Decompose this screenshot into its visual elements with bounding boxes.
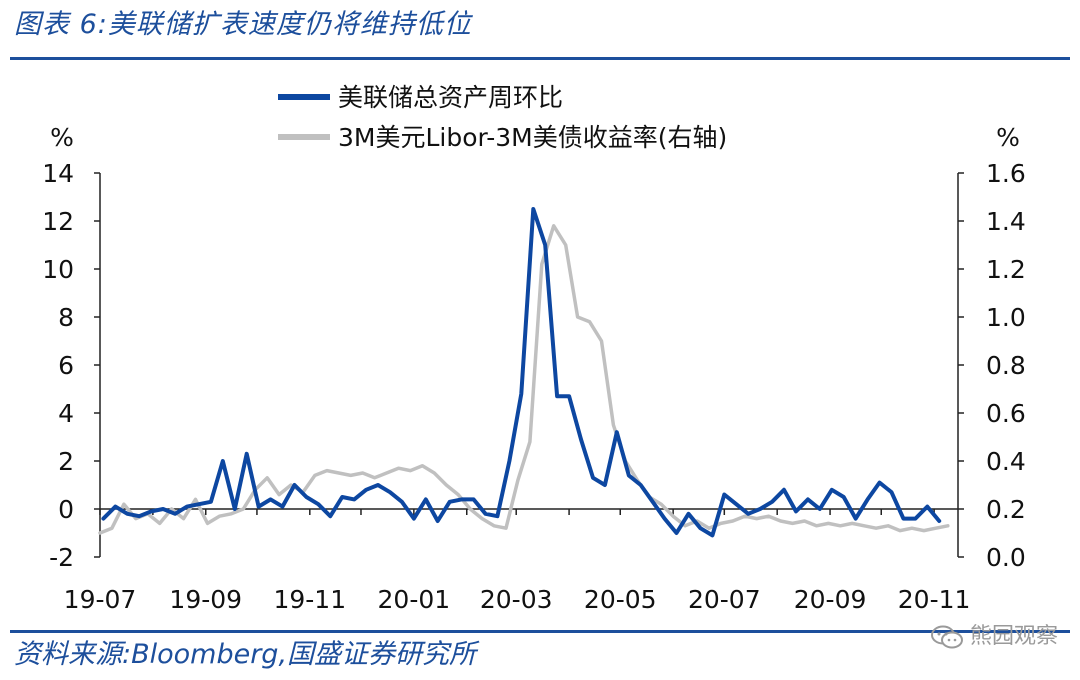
right-tick-label: 1.4 [986,207,1026,236]
chart-legend: 美联储总资产周环比 3M美元Libor-3M美债收益率(右轴) [278,83,727,152]
left-tick-label: 4 [58,399,74,428]
right-tick-label: 0.8 [986,351,1026,380]
chart-lines [98,207,950,538]
right-tick-label: 1.0 [986,303,1026,332]
left-tick-label: 6 [58,351,74,380]
x-tick-label: 19-07 [64,585,137,614]
x-tick-label: 20-09 [794,585,867,614]
x-tick-label: 20-07 [688,585,761,614]
top-divider [10,57,1070,60]
watermark: 熊园观察 [930,618,1058,650]
x-tick-label: 20-01 [378,585,451,614]
left-tick-label: -2 [49,543,74,572]
right-tick-label: 0.4 [986,447,1026,476]
figure-title: 图表 6:美联储扩表速度仍将维持低位 [14,9,472,40]
figure-source: 资料来源:Bloomberg,国盛证券研究所 [14,639,477,670]
series-line-libor-spread [98,224,950,535]
right-tick-label: 0.6 [986,399,1026,428]
right-tick-label: 0.0 [986,543,1026,572]
watermark-text: 熊园观察 [969,624,1058,649]
right-axis-unit-label: % [996,123,1020,152]
legend-label: 美联储总资产周环比 [338,83,563,112]
bottom-divider [10,630,1070,633]
left-tick-label: 10 [42,255,74,284]
left-tick-label: 0 [58,495,74,524]
legend-label: 3M美元Libor-3M美债收益率(右轴) [338,123,727,152]
left-tick-label: 14 [42,159,74,188]
wechat-icon [930,625,963,649]
line-chart: -2 0 2 4 6 8 10 12 14 0.0 0.2 0.4 0.6 0.8 1.0 1.2 1.4 1.6… [42,83,1026,614]
x-tick-label: 20-03 [480,585,553,614]
x-tick-label: 20-05 [584,585,657,614]
chart-ticks: -2 0 2 4 6 8 10 12 14 0.0 0.2 0.4 0.6 0.8 1.0 1.2 1.4 1.6… [42,123,1026,614]
x-tick-label: 19-11 [273,585,346,614]
left-tick-label: 12 [42,207,74,236]
left-tick-label: 2 [58,447,74,476]
left-tick-label: 8 [58,303,74,332]
right-tick-label: 1.2 [986,255,1026,284]
chart-axes [99,173,959,557]
right-tick-label: 1.6 [986,159,1026,188]
left-axis-unit-label: % [50,123,74,152]
right-tick-label: 0.2 [986,495,1026,524]
x-tick-label: 19-09 [169,585,242,614]
series-line-fed-assets [101,207,942,538]
x-tick-label: 20-11 [898,585,971,614]
